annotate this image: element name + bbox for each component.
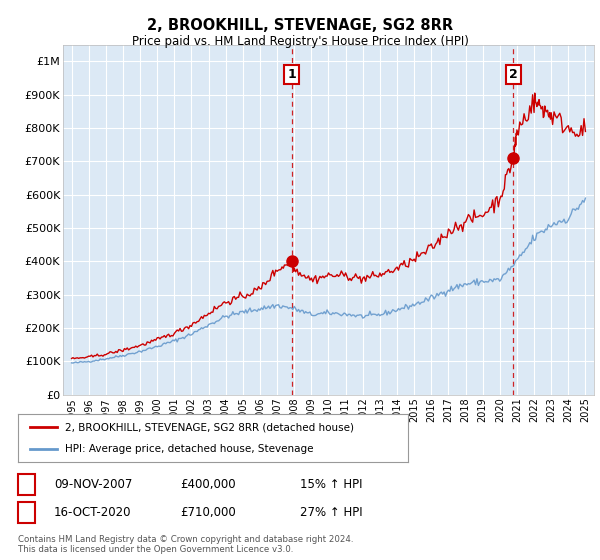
Text: 15% ↑ HPI: 15% ↑ HPI [300,478,362,491]
Text: 1: 1 [22,478,31,491]
Text: 27% ↑ HPI: 27% ↑ HPI [300,506,362,519]
Text: 1: 1 [287,68,296,81]
Text: Contains HM Land Registry data © Crown copyright and database right 2024.
This d: Contains HM Land Registry data © Crown c… [18,535,353,554]
Text: 2: 2 [22,506,31,519]
Text: 16-OCT-2020: 16-OCT-2020 [54,506,131,519]
Text: 2, BROOKHILL, STEVENAGE, SG2 8RR (detached house): 2, BROOKHILL, STEVENAGE, SG2 8RR (detach… [65,422,354,432]
Text: 09-NOV-2007: 09-NOV-2007 [54,478,133,491]
Text: £400,000: £400,000 [180,478,236,491]
Text: Price paid vs. HM Land Registry's House Price Index (HPI): Price paid vs. HM Land Registry's House … [131,35,469,49]
Text: HPI: Average price, detached house, Stevenage: HPI: Average price, detached house, Stev… [65,444,313,454]
Text: £710,000: £710,000 [180,506,236,519]
Text: 2: 2 [509,68,518,81]
Text: 2, BROOKHILL, STEVENAGE, SG2 8RR: 2, BROOKHILL, STEVENAGE, SG2 8RR [147,18,453,32]
